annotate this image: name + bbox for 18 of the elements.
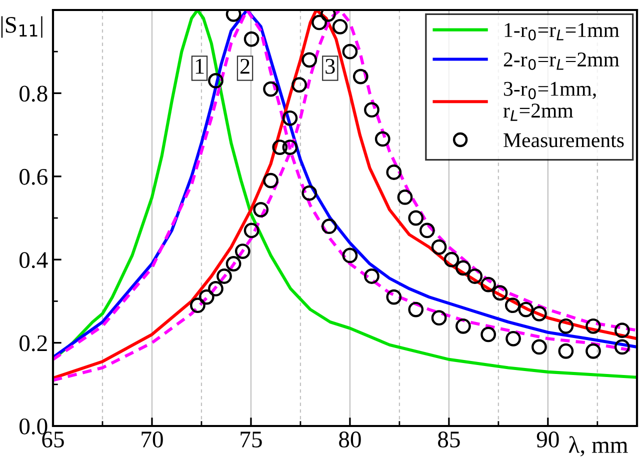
legend-label: Measurements <box>504 133 624 148</box>
x-axis-title: λ, mm <box>568 436 628 456</box>
x-tick-label: 80 <box>339 432 361 448</box>
legend-label: 2-r$_{0}$=r$_{L}$=2mm <box>504 52 620 70</box>
text: 3-r$_{0}$=1mm, r$_{L}$=2mm <box>503 82 596 121</box>
y-tick-label: 0.2 <box>20 335 47 352</box>
annotation: 3 <box>326 58 335 74</box>
y-axis-title: |S$_{11}$| <box>1 16 42 38</box>
x-tick-label: 75 <box>240 432 262 448</box>
x-tick-label: 85 <box>438 432 460 448</box>
legend-label: 1-r$_{0}$=r$_{L}$=1mm <box>504 23 620 41</box>
annotation: 2 <box>240 58 250 74</box>
y-tick-label: 0.8 <box>20 86 48 102</box>
y-tick-label: 0.4 <box>20 252 48 268</box>
x-tick-label: 70 <box>142 432 163 448</box>
annotation: 1 <box>196 58 204 74</box>
y-tick-label: 0.6 <box>20 168 48 185</box>
x-tick-label: 90 <box>536 432 559 448</box>
